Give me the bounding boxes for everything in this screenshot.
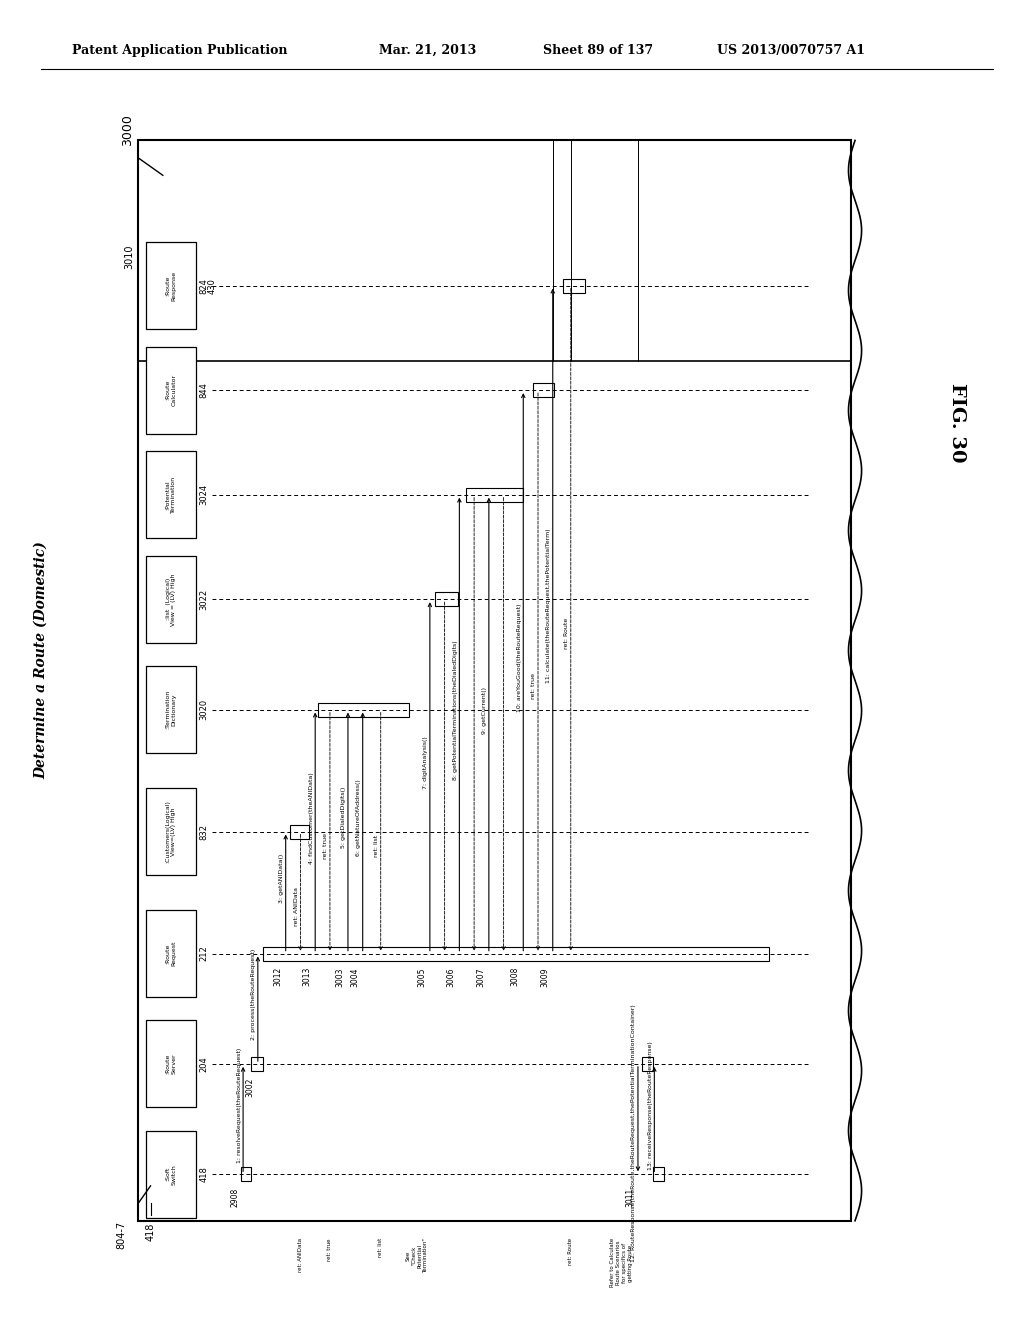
Bar	[263, 946, 769, 961]
Text: :Termination
Dictionary: :Termination Dictionary	[166, 690, 176, 729]
Text: ret: Route: ret: Route	[564, 618, 569, 649]
Text: :Potential
Termination: :Potential Termination	[166, 477, 176, 513]
Text: 804-7: 804-7	[117, 1221, 127, 1249]
Text: 3004: 3004	[350, 968, 359, 986]
Bar	[146, 1131, 196, 1218]
Text: :Route
Request: :Route Request	[166, 941, 176, 966]
Text: 3024: 3024	[200, 484, 209, 506]
Bar	[251, 1057, 263, 1071]
Text: 11: calculate(theRouteRequest,thePotentialTerm): 11: calculate(theRouteRequest,thePotenti…	[546, 528, 551, 682]
Text: ret: Route: ret: Route	[568, 1238, 573, 1266]
Text: 3022: 3022	[200, 589, 209, 610]
Text: 12: RouteResponse(theRoute,theRouteRequest,thePotentialTerminationContainer): 12: RouteResponse(theRoute,theRouteReque…	[632, 1005, 636, 1262]
Bar	[534, 383, 554, 397]
Text: US 2013/0070757 A1: US 2013/0070757 A1	[717, 44, 865, 57]
Text: 1: resolveRequest(theRouteRequest): 1: resolveRequest(theRouteRequest)	[237, 1048, 242, 1163]
Text: 430: 430	[208, 277, 217, 293]
Bar	[435, 593, 458, 606]
Text: FIG. 30: FIG. 30	[948, 383, 967, 462]
Text: 3011: 3011	[626, 1188, 634, 1206]
Bar	[146, 788, 196, 875]
Text: 204: 204	[200, 1056, 209, 1072]
Bar	[146, 909, 196, 997]
Text: 3010: 3010	[124, 244, 134, 269]
Text: Refer to Calculate
Route Scenarios
for specifics of
getting Route.: Refer to Calculate Route Scenarios for s…	[610, 1238, 633, 1287]
Text: 7: digitAnalysis(): 7: digitAnalysis()	[423, 737, 428, 789]
Text: 9: getCurrent(): 9: getCurrent()	[482, 686, 487, 734]
Text: ret: ANIData: ret: ANIData	[298, 1238, 303, 1272]
Bar	[146, 1020, 196, 1107]
Bar	[146, 451, 196, 539]
Text: 3000: 3000	[121, 115, 134, 147]
Text: 3012: 3012	[273, 968, 282, 986]
Text: 3003: 3003	[335, 968, 344, 986]
Text: See
"Check
Potential
Termination": See "Check Potential Termination"	[406, 1238, 428, 1272]
Text: ret: true: ret: true	[328, 1238, 333, 1261]
Bar	[652, 1167, 665, 1181]
Text: ret: true: ret: true	[531, 673, 537, 698]
Text: 3006: 3006	[446, 968, 456, 986]
Text: 832: 832	[200, 824, 209, 840]
Text: 824: 824	[200, 277, 209, 293]
Text: :Route
Response: :Route Response	[166, 271, 176, 301]
Text: 2: process(theRouteRequest): 2: process(theRouteRequest)	[251, 949, 256, 1040]
Text: Patent Application Publication: Patent Application Publication	[72, 44, 287, 57]
Bar	[241, 1167, 251, 1181]
Text: 8: getPotentialTerminations(theDialedDigits): 8: getPotentialTerminations(theDialedDig…	[453, 640, 458, 780]
Text: :Soft
Switch: :Soft Switch	[166, 1164, 176, 1184]
Text: 3002: 3002	[245, 1077, 254, 1097]
Text: :Route
Calculator: :Route Calculator	[166, 374, 176, 407]
Text: ret: list: ret: list	[378, 1238, 383, 1258]
Text: 3009: 3009	[540, 968, 549, 986]
Bar	[642, 1057, 652, 1071]
Text: 418: 418	[145, 1224, 156, 1241]
Text: 3020: 3020	[200, 700, 209, 721]
Text: 2908: 2908	[230, 1188, 240, 1206]
Text: 10: areYouGood(theRouteRequest): 10: areYouGood(theRouteRequest)	[517, 603, 521, 713]
Text: ret: list: ret: list	[374, 834, 379, 857]
Text: 5: getDialedDigits(): 5: getDialedDigits()	[341, 787, 346, 849]
Bar	[562, 279, 585, 293]
Text: 6: getNatureOfAddress(): 6: getNatureOfAddress()	[356, 779, 361, 857]
Text: 3013: 3013	[302, 968, 311, 986]
Text: 3008: 3008	[511, 968, 519, 986]
Text: 13: receiveResponse(theRouteResponse): 13: receiveResponse(theRouteResponse)	[648, 1040, 652, 1170]
Text: 3: getANIData(): 3: getANIData()	[280, 854, 284, 903]
Text: :Route
Server: :Route Server	[166, 1053, 176, 1074]
Text: ret: true: ret: true	[324, 833, 329, 858]
Bar	[146, 242, 196, 329]
Text: 418: 418	[200, 1167, 209, 1183]
Bar	[466, 488, 523, 502]
Text: 4: findCustomer(theANIData): 4: findCustomer(theANIData)	[308, 772, 313, 863]
Text: Determine a Route (Domestic): Determine a Route (Domestic)	[34, 541, 48, 779]
Bar	[138, 140, 851, 1221]
Bar	[290, 825, 308, 838]
Text: Sheet 89 of 137: Sheet 89 of 137	[543, 44, 653, 57]
Bar	[146, 556, 196, 643]
Text: :Customers(Logical)
View=(LV) High: :Customers(Logical) View=(LV) High	[166, 800, 176, 863]
Text: 844: 844	[200, 383, 209, 399]
Text: ret: ANIData: ret: ANIData	[294, 887, 299, 927]
Text: :list  (Logical)
View = (LV) High: :list (Logical) View = (LV) High	[166, 573, 176, 626]
Text: 3007: 3007	[476, 968, 485, 986]
Bar	[138, 140, 851, 362]
Bar	[318, 702, 409, 717]
Text: Mar. 21, 2013: Mar. 21, 2013	[379, 44, 476, 57]
Text: 3005: 3005	[417, 968, 426, 986]
Text: 212: 212	[200, 945, 209, 961]
Bar	[146, 347, 196, 434]
Bar	[146, 667, 196, 754]
